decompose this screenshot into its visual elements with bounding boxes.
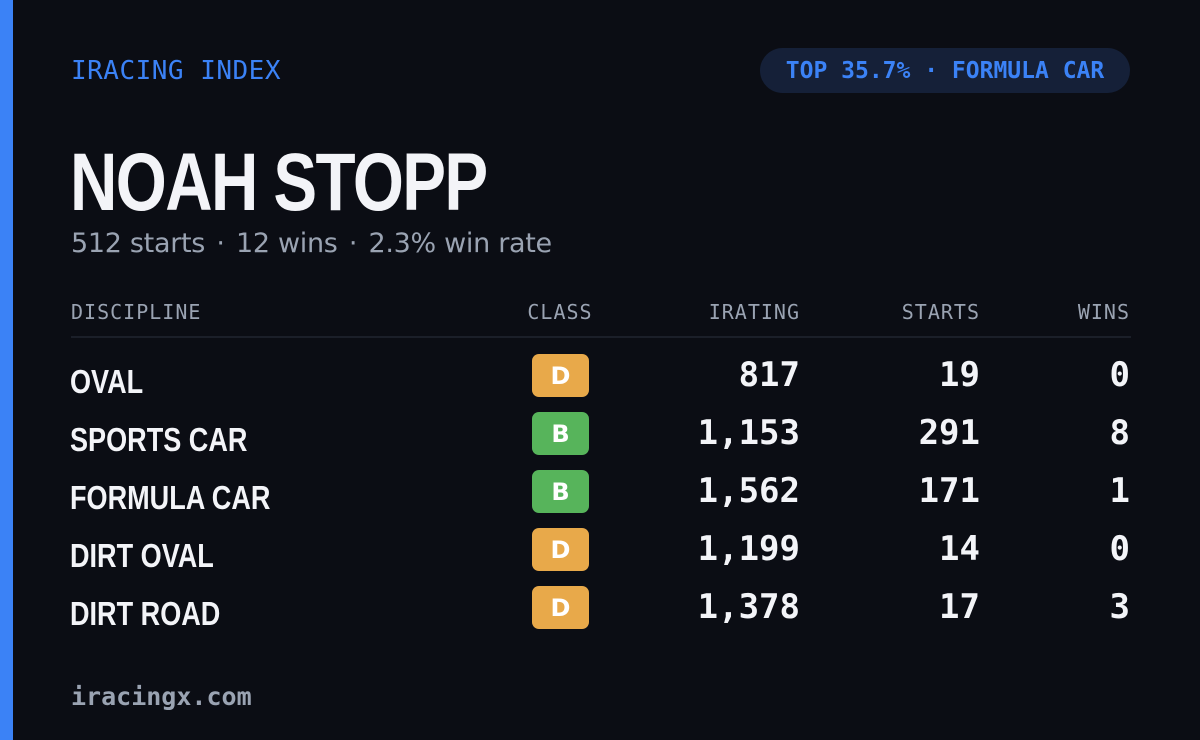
wins-value: 0 bbox=[1109, 355, 1130, 395]
class-badge: D bbox=[532, 586, 589, 629]
footer-site-link[interactable]: iracingx.com bbox=[71, 682, 252, 711]
win-rate-summary: 2.3% win rate bbox=[368, 228, 552, 259]
table-row: OVAL D 817 19 0 bbox=[0, 354, 1200, 412]
column-header-irating: IRATING bbox=[708, 300, 800, 324]
starts-value: 19 bbox=[939, 355, 980, 395]
discipline-name: DIRT OVAL bbox=[70, 537, 214, 574]
class-badge: D bbox=[532, 528, 589, 571]
starts-value: 17 bbox=[939, 587, 980, 627]
player-name: NOAH STOPP bbox=[70, 137, 488, 228]
table-row: DIRT ROAD D 1,378 17 3 bbox=[0, 586, 1200, 644]
header-divider bbox=[71, 336, 1131, 338]
brand-title: IRACING INDEX bbox=[71, 56, 281, 86]
wins-summary: 12 wins bbox=[235, 228, 338, 259]
table-row: SPORTS CAR B 1,153 291 8 bbox=[0, 412, 1200, 470]
wins-value: 3 bbox=[1109, 587, 1130, 627]
column-header-class: CLASS bbox=[527, 300, 593, 324]
summary-separator: · bbox=[216, 228, 225, 259]
summary-separator: · bbox=[348, 228, 358, 259]
starts-value: 14 bbox=[939, 529, 980, 569]
discipline-name: FORMULA CAR bbox=[70, 479, 271, 516]
irating-value: 1,199 bbox=[697, 529, 800, 569]
wins-value: 1 bbox=[1109, 471, 1130, 511]
rank-badge: TOP 35.7% · FORMULA CAR bbox=[760, 48, 1130, 93]
wins-value: 8 bbox=[1109, 413, 1130, 453]
wins-value: 0 bbox=[1109, 529, 1130, 569]
irating-value: 1,562 bbox=[697, 471, 800, 511]
table-row: FORMULA CAR B 1,562 171 1 bbox=[0, 470, 1200, 528]
irating-value: 1,153 bbox=[697, 413, 800, 453]
column-header-starts: STARTS bbox=[901, 300, 980, 324]
irating-value: 1,378 bbox=[697, 587, 800, 627]
column-header-discipline: DISCIPLINE bbox=[71, 300, 202, 324]
irating-value: 817 bbox=[738, 355, 800, 395]
player-summary: 512 starts · 12 wins · 2.3% win rate bbox=[71, 228, 552, 259]
column-header-wins: WINS bbox=[1077, 300, 1130, 324]
class-badge: B bbox=[532, 412, 589, 455]
discipline-name: DIRT ROAD bbox=[70, 595, 221, 632]
discipline-name: SPORTS CAR bbox=[70, 421, 248, 458]
table-row: DIRT OVAL D 1,199 14 0 bbox=[0, 528, 1200, 586]
class-badge: D bbox=[532, 354, 589, 397]
accent-bar bbox=[0, 0, 13, 740]
starts-value: 291 bbox=[918, 413, 980, 453]
discipline-name: OVAL bbox=[70, 363, 144, 400]
starts-value: 171 bbox=[918, 471, 980, 511]
starts-summary: 512 starts bbox=[71, 228, 206, 259]
class-badge: B bbox=[532, 470, 589, 513]
